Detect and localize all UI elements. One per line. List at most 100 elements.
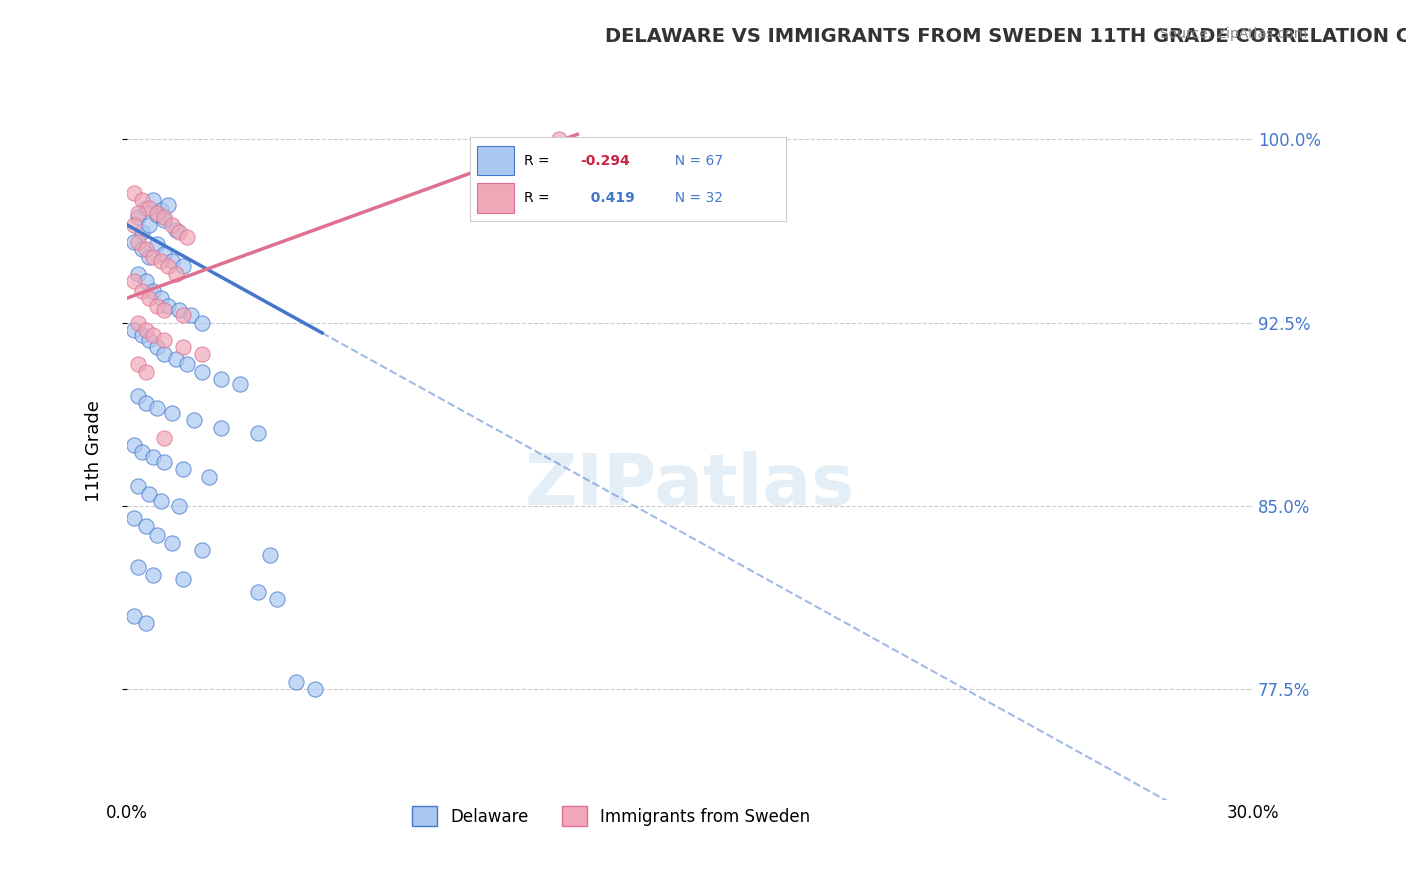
Point (146, 528, 169, 542)
Point (142, 250, 165, 264)
Point (146, 237, 169, 252)
Point (160, 406, 183, 420)
Point (124, 511, 146, 525)
Point (160, 254, 183, 268)
Point (304, 682, 326, 697)
Point (153, 213, 176, 227)
Point (135, 518, 157, 533)
Point (172, 340, 194, 354)
Legend: Delaware, Immigrants from Sweden: Delaware, Immigrants from Sweden (405, 799, 817, 833)
Point (146, 340, 169, 354)
Point (153, 303, 176, 318)
Point (157, 260, 180, 274)
Point (284, 675, 307, 690)
Point (135, 365, 157, 379)
Point (209, 372, 232, 386)
Point (165, 352, 187, 367)
Point (191, 316, 214, 330)
Point (165, 267, 187, 281)
Point (160, 218, 183, 232)
Point (131, 327, 153, 342)
Point (146, 401, 169, 416)
Point (135, 201, 157, 215)
Point (149, 494, 172, 508)
Point (131, 284, 153, 298)
Point (131, 225, 153, 239)
Point (127, 479, 149, 493)
Point (135, 323, 157, 337)
Point (153, 247, 176, 261)
Point (191, 365, 214, 379)
Point (172, 260, 194, 274)
Point (165, 223, 187, 237)
Point (247, 584, 270, 599)
Point (209, 421, 232, 435)
Point (131, 445, 153, 459)
Point (124, 235, 146, 249)
Point (228, 376, 250, 391)
Point (191, 543, 214, 558)
Text: DELAWARE VS IMMIGRANTS FROM SWEDEN 11TH GRADE CORRELATION CHART: DELAWARE VS IMMIGRANTS FROM SWEDEN 11TH … (605, 27, 1406, 45)
Point (124, 218, 146, 232)
Point (153, 211, 176, 225)
Point (135, 274, 157, 288)
Point (127, 357, 149, 371)
Point (138, 250, 160, 264)
Point (127, 267, 149, 281)
Point (135, 242, 157, 256)
Point (146, 298, 169, 312)
Point (127, 211, 149, 225)
Point (138, 487, 160, 501)
Point (169, 303, 191, 318)
Point (157, 298, 180, 312)
Point (124, 438, 146, 452)
Point (153, 455, 176, 469)
Point (146, 205, 169, 219)
Point (124, 609, 146, 624)
Point (142, 327, 165, 342)
Point (176, 357, 198, 371)
Point (138, 218, 160, 232)
Point (191, 347, 214, 361)
Point (149, 203, 172, 218)
Text: ZIPatlas: ZIPatlas (524, 451, 855, 520)
Point (138, 201, 160, 215)
Point (160, 535, 183, 549)
Point (183, 413, 205, 427)
Y-axis label: 11th Grade: 11th Grade (86, 401, 103, 502)
Point (149, 254, 172, 268)
Point (259, 548, 281, 562)
Point (127, 560, 149, 574)
Point (266, 592, 288, 607)
Point (153, 347, 176, 361)
Point (124, 186, 146, 200)
Point (176, 230, 198, 244)
Point (172, 308, 194, 322)
Point (247, 425, 270, 440)
Point (142, 567, 165, 582)
Point (157, 198, 180, 212)
Point (127, 316, 149, 330)
Point (198, 469, 221, 483)
Point (124, 274, 146, 288)
Point (124, 323, 146, 337)
Point (169, 225, 191, 239)
Point (172, 462, 194, 476)
Point (131, 194, 153, 208)
Point (131, 242, 153, 256)
Point (153, 333, 176, 347)
Point (180, 308, 202, 322)
Point (127, 235, 149, 249)
Point (153, 431, 176, 445)
Point (127, 205, 149, 219)
Point (172, 573, 194, 587)
Point (127, 389, 149, 403)
Point (138, 291, 160, 305)
Point (142, 450, 165, 464)
Point (146, 208, 169, 222)
Point (547, 132, 569, 146)
Point (135, 616, 157, 631)
Point (142, 194, 165, 208)
Point (138, 333, 160, 347)
Point (135, 396, 157, 410)
